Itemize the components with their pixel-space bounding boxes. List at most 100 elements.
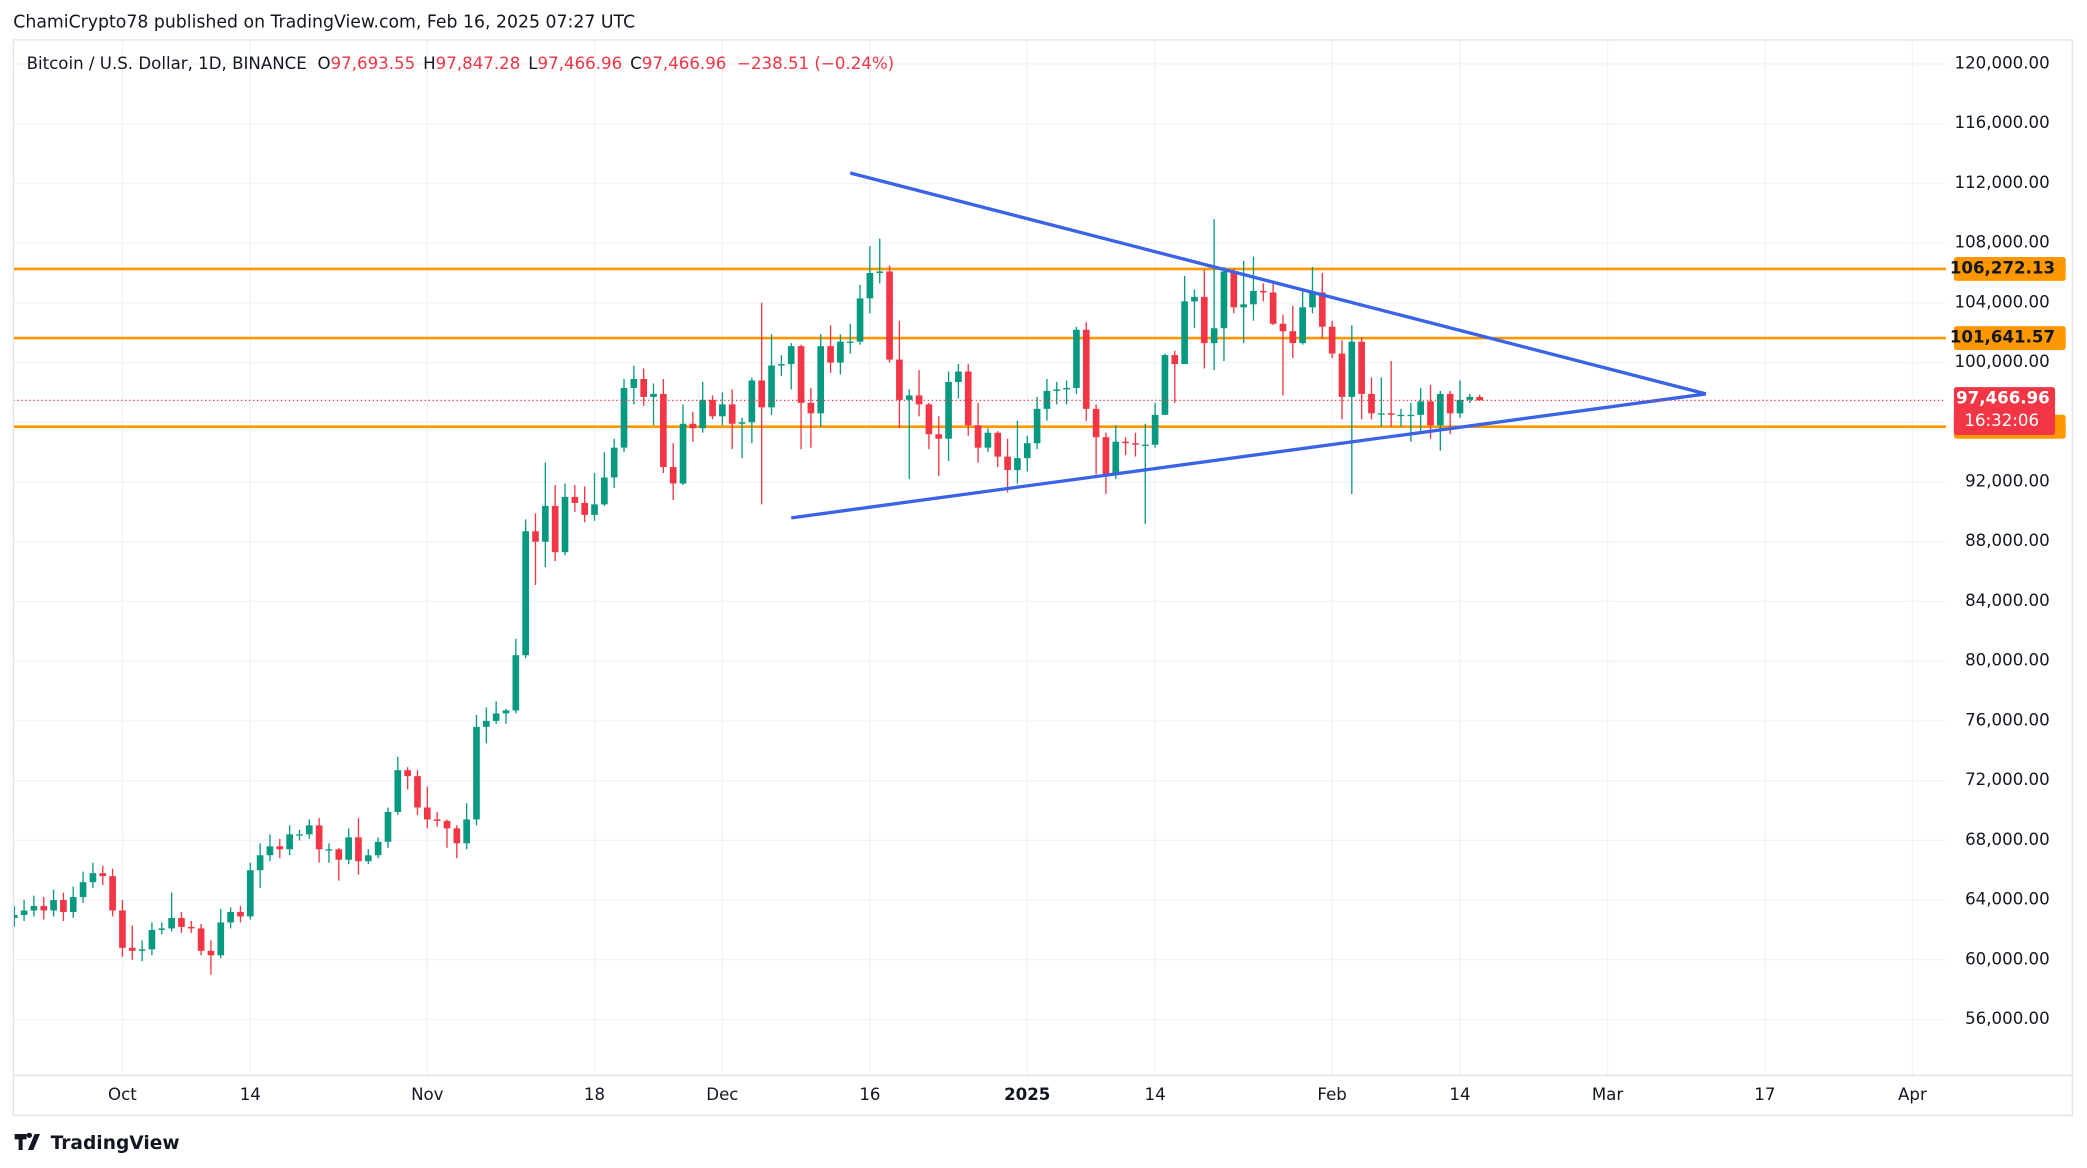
candle-body [1358, 341, 1365, 394]
candle-body [30, 906, 38, 911]
candle-body [1466, 396, 1474, 400]
candle-body [1299, 307, 1306, 344]
candle-body [1387, 413, 1395, 415]
frame [12, 39, 2074, 1117]
candle-body [886, 271, 893, 360]
candle-body [522, 531, 529, 656]
candle-body [630, 378, 638, 388]
candle-body [1014, 458, 1021, 471]
x-tick-label: 14 [1449, 1085, 1470, 1104]
candle-body [1171, 355, 1179, 365]
candle-body [699, 399, 707, 429]
x-tick-label: 17 [1754, 1085, 1775, 1104]
candle-body [217, 922, 225, 956]
y-tick-label: 72,000.00 [1965, 770, 2050, 789]
x-tick-label: 16 [859, 1085, 880, 1104]
x-tick-label: 18 [584, 1085, 605, 1104]
y-tick-label: 108,000.00 [1955, 233, 2050, 252]
candle-body [60, 900, 67, 912]
level-label-bg [1953, 326, 2066, 351]
candle-body [1181, 301, 1188, 365]
candle-body [827, 346, 834, 363]
candle-body [689, 423, 697, 429]
x-tick-label: Mar [1592, 1085, 1624, 1104]
y-tick-label: 60,000.00 [1965, 949, 2050, 968]
candle-body [20, 910, 28, 915]
x-tick-label: 14 [1145, 1085, 1166, 1104]
candle-body [1053, 389, 1061, 391]
candle-body [1397, 414, 1405, 417]
y-tick-label: 84,000.00 [1965, 591, 2050, 610]
candle-body [384, 811, 392, 842]
candle-body [591, 504, 598, 515]
y-tick-label: 88,000.00 [1965, 531, 2050, 550]
candle-body [709, 399, 716, 417]
x-tick-label: 2025 [1004, 1085, 1050, 1104]
candle-body [266, 846, 274, 856]
trendline [849, 171, 1707, 396]
candle-body [719, 404, 726, 417]
candle-body [374, 841, 382, 856]
candle-body [1240, 304, 1247, 308]
y-tick-label: 68,000.00 [1965, 830, 2050, 849]
candle-body [414, 776, 421, 808]
y-tick-label: 100,000.00 [1955, 352, 2050, 371]
candle-body [423, 807, 431, 820]
candle-body [955, 371, 962, 382]
candle-body [669, 467, 677, 484]
candle-body [787, 346, 795, 365]
candle-body [256, 855, 264, 871]
candle-body [807, 402, 815, 414]
candle-body [1309, 292, 1316, 308]
candle-body [1269, 292, 1277, 324]
candle-body [1141, 444, 1149, 447]
symbol: Bitcoin / U.S. Dollar, 1D, BINANCE [27, 53, 307, 72]
candle-body [1289, 331, 1297, 344]
candle-body [679, 423, 687, 484]
y-tick-label: 56,000.00 [1965, 1009, 2050, 1028]
trendline [790, 392, 1707, 520]
candle-body [817, 346, 825, 414]
y-tick-label: 76,000.00 [1965, 710, 2050, 729]
candle-body [1004, 456, 1011, 471]
candle-body [1220, 271, 1228, 329]
candle-body [758, 380, 766, 408]
candle-body [542, 505, 549, 542]
legend-key: L [528, 53, 538, 72]
legend-value: 97,466.96 [538, 53, 623, 72]
candle-body [512, 655, 520, 711]
x-tick-label: Nov [411, 1085, 444, 1104]
legend: Bitcoin / U.S. Dollar, 1D, BINANCE O97,69… [27, 53, 895, 72]
candle-body [1476, 397, 1483, 401]
candle-body [394, 770, 402, 812]
candle-body [561, 496, 569, 553]
x-tick-label: Feb [1317, 1085, 1346, 1104]
candle-body [1063, 387, 1070, 390]
candle-body [1122, 441, 1129, 444]
candle-body [1348, 341, 1356, 397]
candle-body [797, 346, 805, 403]
candle-body [1338, 353, 1346, 397]
candle-body [728, 404, 736, 424]
price-label: 97,466.96 [1956, 389, 2050, 408]
candle-body [620, 387, 628, 448]
candle-body [1191, 296, 1198, 302]
candle-body [443, 820, 451, 829]
candle-body [335, 849, 343, 860]
candle-body [482, 720, 490, 727]
candle-body [866, 272, 874, 299]
candle-body [532, 531, 539, 542]
candle-body [1259, 290, 1267, 293]
candle-body [1427, 401, 1434, 426]
candle-body [984, 432, 992, 448]
candle-body [650, 393, 657, 397]
candle-body [364, 855, 372, 862]
candle-body [1446, 393, 1454, 414]
x-tick-label: 14 [240, 1085, 261, 1104]
candle-body [1073, 329, 1080, 388]
candle-body [1023, 443, 1031, 459]
candle-body [1200, 296, 1208, 344]
candle-body [1230, 271, 1238, 308]
